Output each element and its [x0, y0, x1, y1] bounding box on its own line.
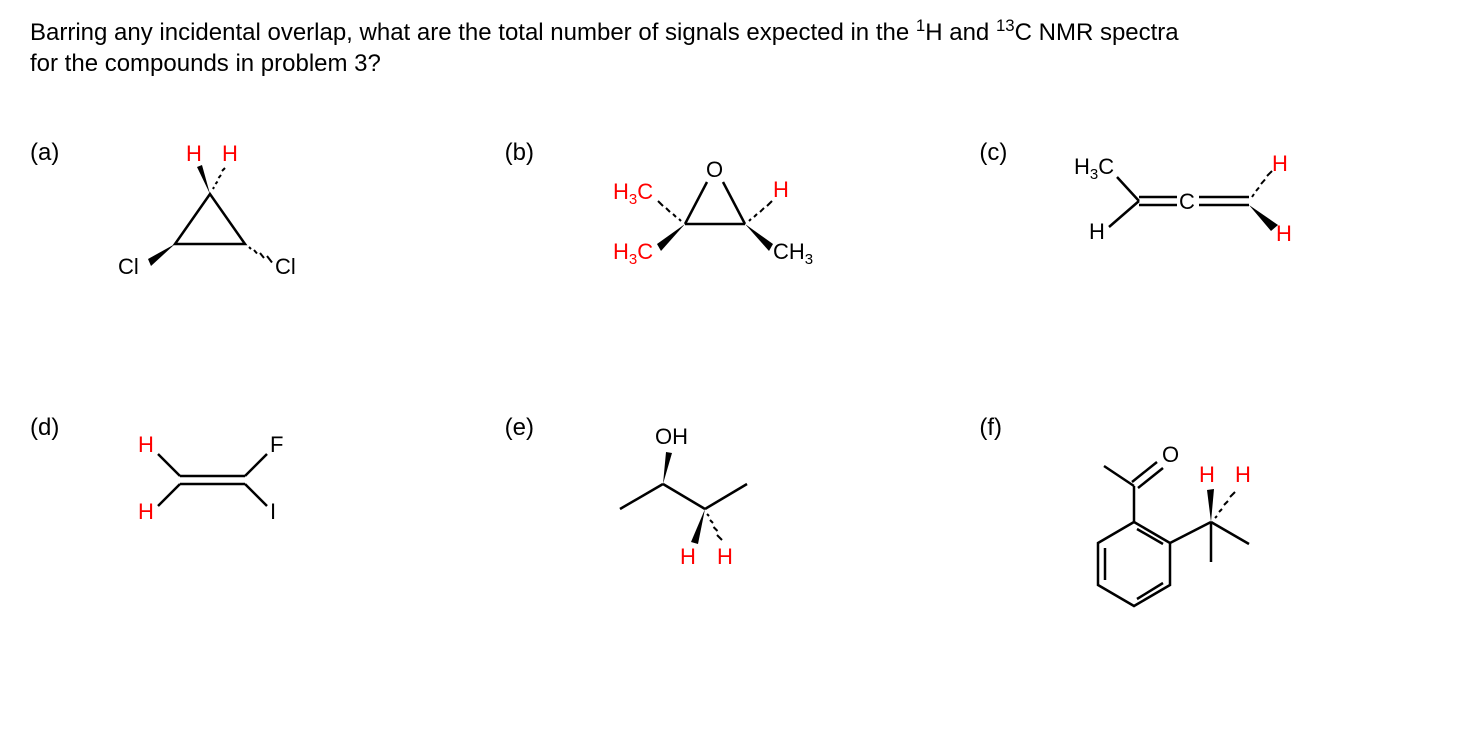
c-H-downleft: H — [1089, 219, 1105, 244]
sup-1h: 1 — [916, 16, 925, 35]
b-H3C-upleft: H3C — [613, 179, 653, 208]
q-suffix: NMR spectra — [1032, 19, 1179, 46]
structure-e: OH H — [575, 414, 805, 599]
b-CH3-downright: CH3 — [773, 239, 813, 268]
svg-c: H3C H C — [1049, 139, 1329, 289]
c-H-upright: H — [1272, 151, 1288, 176]
c-H-downright: H — [1276, 221, 1292, 246]
label-a: (a) — [30, 139, 70, 167]
structure-c: H3C H C — [1049, 139, 1329, 294]
row-2: (d) H H F I — [30, 414, 1454, 659]
svg-d: H H F I — [100, 414, 320, 564]
structure-a: H H Cl Cl — [100, 139, 320, 314]
b-O: O — [706, 157, 723, 182]
structure-b: O H3C H3C — [575, 139, 855, 314]
label-e: (e) — [505, 414, 545, 442]
d-F: F — [270, 432, 283, 457]
structure-f: O H H — [1049, 414, 1329, 659]
a-Cl-left: Cl — [118, 254, 139, 279]
e-OH: OH — [655, 424, 688, 449]
a-H-left: H — [186, 141, 202, 166]
c-central-C: C — [1179, 189, 1195, 214]
c-H3C: H3C — [1074, 154, 1114, 183]
svg-f: O H H — [1049, 414, 1329, 654]
c-label: C — [1015, 19, 1032, 46]
a-Cl-right: Cl — [275, 254, 296, 279]
page: Barring any incidental overlap, what are… — [0, 0, 1484, 744]
f-H-left: H — [1199, 462, 1215, 487]
q-line2: for the compounds in problem 3? — [30, 50, 381, 77]
d-H-downleft: H — [138, 499, 154, 524]
sup-13c: 13 — [996, 16, 1015, 35]
q-part1: Barring any incidental overlap, what are… — [30, 19, 916, 46]
label-b: (b) — [505, 139, 545, 167]
cell-f: (f) — [979, 414, 1454, 659]
f-H-right: H — [1235, 462, 1251, 487]
cell-e: (e) OH H — [505, 414, 980, 659]
row-1: (a) H H — [30, 139, 1454, 314]
svg-a: H H Cl Cl — [100, 139, 320, 309]
structure-d: H H F I — [100, 414, 320, 569]
b-H-upright: H — [773, 177, 789, 202]
svg-e: OH H — [575, 414, 805, 594]
question-text: Barring any incidental overlap, what are… — [30, 15, 1454, 79]
b-H3C-downleft: H3C — [613, 239, 653, 268]
svg-b: O H3C H3C — [575, 139, 855, 309]
label-c: (c) — [979, 139, 1019, 167]
label-f: (f) — [979, 414, 1019, 442]
f-O: O — [1162, 442, 1179, 467]
cell-c: (c) H3C H C — [979, 139, 1454, 314]
label-d: (d) — [30, 414, 70, 442]
cell-d: (d) H H F I — [30, 414, 505, 659]
a-H-right: H — [222, 141, 238, 166]
h-label: H — [925, 19, 942, 46]
e-H-left: H — [680, 544, 696, 569]
e-H-right: H — [717, 544, 733, 569]
d-H-upleft: H — [138, 432, 154, 457]
cell-a: (a) H H — [30, 139, 505, 314]
d-I: I — [270, 499, 276, 524]
q-between: and — [943, 19, 996, 46]
cell-b: (b) O H3C H3C — [505, 139, 980, 314]
